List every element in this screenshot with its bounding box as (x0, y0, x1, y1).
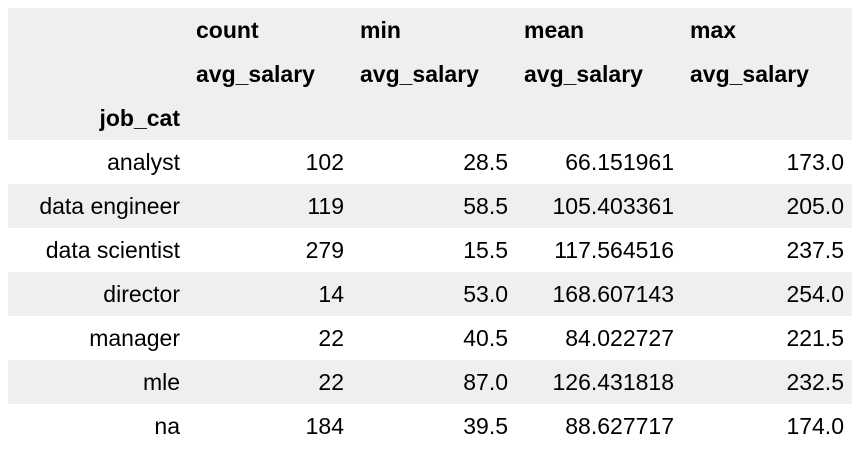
cell-min: 53.0 (463, 280, 508, 307)
header-row-index-name: job_cat (8, 96, 852, 140)
cell-mean: 88.627717 (565, 412, 674, 439)
table-row: mle 22 87.0 126.431818 232.5 (8, 360, 852, 404)
cell-min: 39.5 (463, 412, 508, 439)
table-row: manager 22 40.5 84.022727 221.5 (8, 316, 852, 360)
header-min: min (360, 16, 401, 43)
cell-count: 22 (318, 368, 344, 395)
row-label: manager (89, 324, 180, 351)
row-label: analyst (107, 148, 180, 175)
cell-max: 237.5 (786, 236, 844, 263)
row-label: data engineer (39, 192, 180, 219)
header-mean: mean (524, 16, 585, 43)
row-label: data scientist (45, 236, 180, 263)
salary-stats-table: count min mean max avg_salary avg_salary… (8, 8, 852, 448)
cell-mean: 168.607143 (552, 280, 674, 307)
index-name: job_cat (99, 104, 180, 131)
cell-count: 14 (318, 280, 344, 307)
header-corner-2 (8, 52, 188, 96)
cell-max: 174.0 (786, 412, 844, 439)
header-row-columns: avg_salary avg_salary avg_salary avg_sal… (8, 52, 852, 96)
header-column-name: avg_salary (690, 60, 809, 87)
header-count: count (196, 16, 259, 43)
table-row: analyst 102 28.5 66.151961 173.0 (8, 140, 852, 184)
cell-max: 173.0 (786, 148, 844, 175)
cell-mean: 117.564516 (554, 236, 674, 263)
cell-count: 102 (305, 148, 344, 175)
cell-count: 184 (305, 412, 344, 439)
cell-min: 58.5 (463, 192, 508, 219)
cell-min: 40.5 (463, 324, 508, 351)
table-row: data engineer 119 58.5 105.403361 205.0 (8, 184, 852, 228)
header-max: max (690, 16, 737, 43)
dataframe-output: count min mean max avg_salary avg_salary… (8, 8, 852, 448)
cell-mean: 66.151961 (565, 148, 674, 175)
cell-min: 15.5 (463, 236, 508, 263)
cell-min: 87.0 (463, 368, 508, 395)
cell-max: 205.0 (786, 192, 844, 219)
header-column-name: avg_salary (524, 60, 643, 87)
header-column-name: avg_salary (360, 60, 479, 87)
cell-min: 28.5 (463, 148, 508, 175)
table-row: data scientist 279 15.5 117.564516 237.5 (8, 228, 852, 272)
row-label: mle (142, 368, 180, 395)
cell-count: 119 (307, 192, 344, 219)
cell-mean: 84.022727 (565, 324, 674, 351)
header-corner (8, 8, 188, 52)
row-label: director (103, 280, 180, 307)
table-row: na 184 39.5 88.627717 174.0 (8, 404, 852, 448)
cell-max: 254.0 (786, 280, 844, 307)
table-row: director 14 53.0 168.607143 254.0 (8, 272, 852, 316)
row-label: na (154, 412, 180, 439)
cell-max: 232.5 (786, 368, 844, 395)
cell-count: 22 (318, 324, 344, 351)
header-row-stats: count min mean max (8, 8, 852, 52)
table-header: count min mean max avg_salary avg_salary… (8, 8, 852, 140)
cell-mean: 105.403361 (552, 192, 674, 219)
cell-count: 279 (305, 236, 344, 263)
cell-mean: 126.431818 (552, 368, 674, 395)
header-column-name: avg_salary (196, 60, 315, 87)
table-body: analyst 102 28.5 66.151961 173.0 data en… (8, 140, 852, 448)
cell-max: 221.5 (786, 324, 844, 351)
